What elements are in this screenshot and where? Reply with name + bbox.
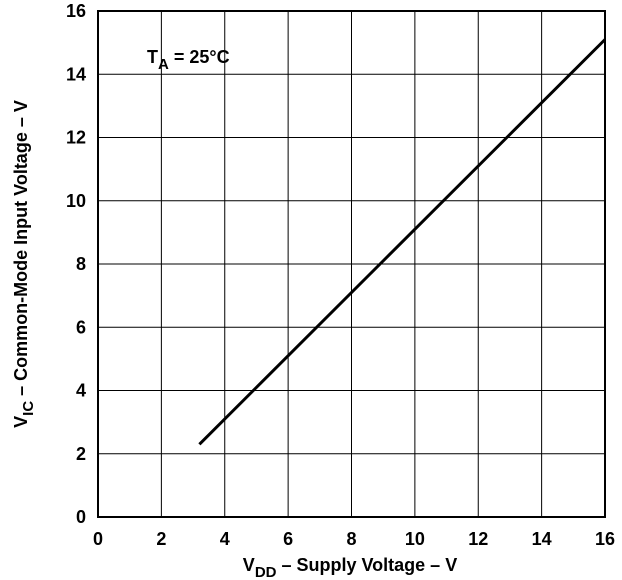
- y-tick-label: 4: [76, 381, 86, 401]
- grid-lines: [97, 10, 606, 518]
- y-tick-label: 2: [76, 444, 86, 464]
- y-tick-labels: 0 2 4 6 8 10 12 14 16: [66, 1, 86, 527]
- x-tick-label: 2: [156, 529, 166, 549]
- x-tick-label: 8: [346, 529, 356, 549]
- temperature-annotation: TA = 25°C: [147, 47, 230, 73]
- y-tick-label: 12: [66, 128, 86, 148]
- x-tick-label: 12: [468, 529, 488, 549]
- y-tick-label: 0: [76, 507, 86, 527]
- x-tick-label: 0: [93, 529, 103, 549]
- data-series: [198, 38, 607, 446]
- y-axis-title: VIC – Common-Mode Input Voltage – V: [11, 100, 37, 428]
- plot-frame: [97, 10, 606, 518]
- y-tick-label: 16: [66, 1, 86, 21]
- x-axis-title: VDD – Supply Voltage – V: [243, 555, 457, 580]
- x-tick-label: 10: [405, 529, 425, 549]
- x-tick-label: 6: [283, 529, 293, 549]
- x-tick-labels: 0 2 4 6 8 10 12 14 16: [93, 529, 615, 549]
- series-line-0: [198, 38, 607, 446]
- y-tick-label: 8: [76, 254, 86, 274]
- y-tick-label: 6: [76, 317, 86, 337]
- y-tick-label: 14: [66, 64, 86, 84]
- x-tick-label: 14: [532, 529, 552, 549]
- y-tick-label: 10: [66, 191, 86, 211]
- x-tick-label: 4: [220, 529, 230, 549]
- x-tick-label: 16: [595, 529, 615, 549]
